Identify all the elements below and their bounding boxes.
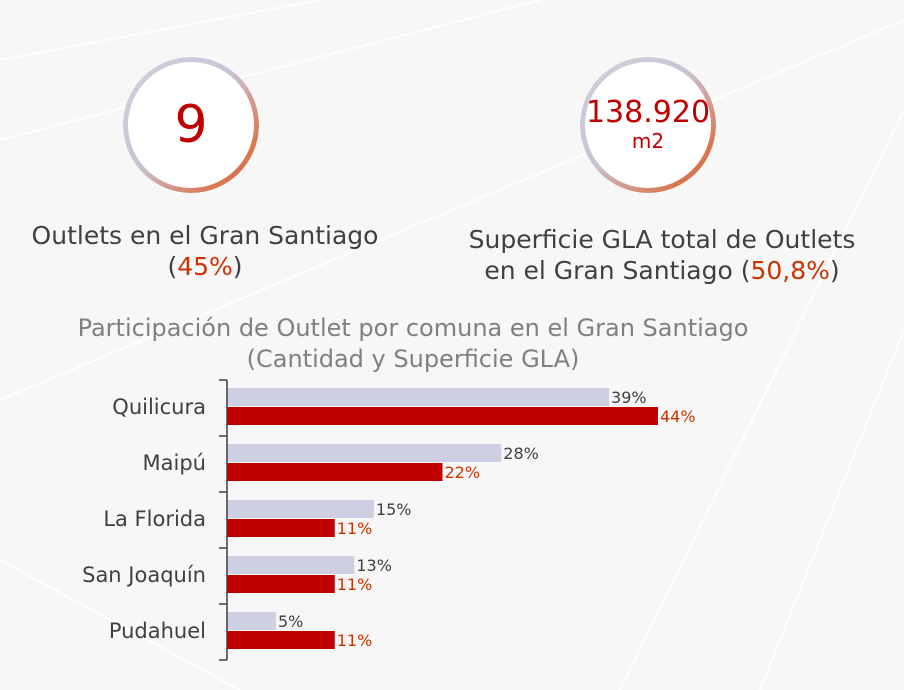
data-label: 28% [503,444,539,463]
bar-superficie [227,463,443,481]
data-label: 11% [337,631,373,650]
bar-superficie [227,631,335,649]
data-label: 5% [278,612,303,631]
category-label: Maipú [143,451,206,475]
data-label: 22% [445,463,481,482]
data-label: 11% [337,575,373,594]
kpi-outlets-pct: 45% [177,252,233,281]
category-label: Quilicura [112,395,206,419]
chart-title-block: Participación de Outlet por comuna en el… [0,313,826,375]
chart-subtitle: (Cantidad y Superficie GLA) [246,345,580,373]
kpi-superficie-caption-line2: en el Gran Santiago (50,8%) [484,256,840,285]
kpi-superficie-caption-line1: Superficie GLA total de Outlets [468,225,856,254]
category-label: Pudahuel [109,619,206,643]
data-label: 44% [660,407,696,426]
data-label: 11% [337,519,373,538]
bar-cantidad [227,388,610,406]
kpi-superficie-pct: 50,8% [750,256,830,285]
bar-superficie [227,575,335,593]
bar-cantidad [227,500,374,518]
chart-title: Participación de Outlet por comuna en el… [77,314,749,342]
bar-cantidad [227,444,502,462]
data-label: 15% [376,500,412,519]
kpi-outlets-circle: 9 [123,57,259,193]
category-label: San Joaquín [82,563,206,587]
kpi-outlets-caption-line2: (45%) [167,252,243,281]
kpi-superficie-caption: Superficie GLA total de Outlets en el Gr… [440,224,884,286]
category-label: La Florida [103,507,206,531]
kpi-outlets-caption-line1: Outlets en el Gran Santiago [31,221,379,250]
bar-superficie [227,407,658,425]
kpi-superficie-circle: 138.920 m2 [580,57,716,193]
bar-superficie [227,519,335,537]
bar-cantidad [227,556,355,574]
data-label: 39% [611,388,647,407]
data-label: 13% [356,556,392,575]
bar-cantidad [227,612,276,630]
kpi-outlets-caption: Outlets en el Gran Santiago (45%) [10,220,400,282]
